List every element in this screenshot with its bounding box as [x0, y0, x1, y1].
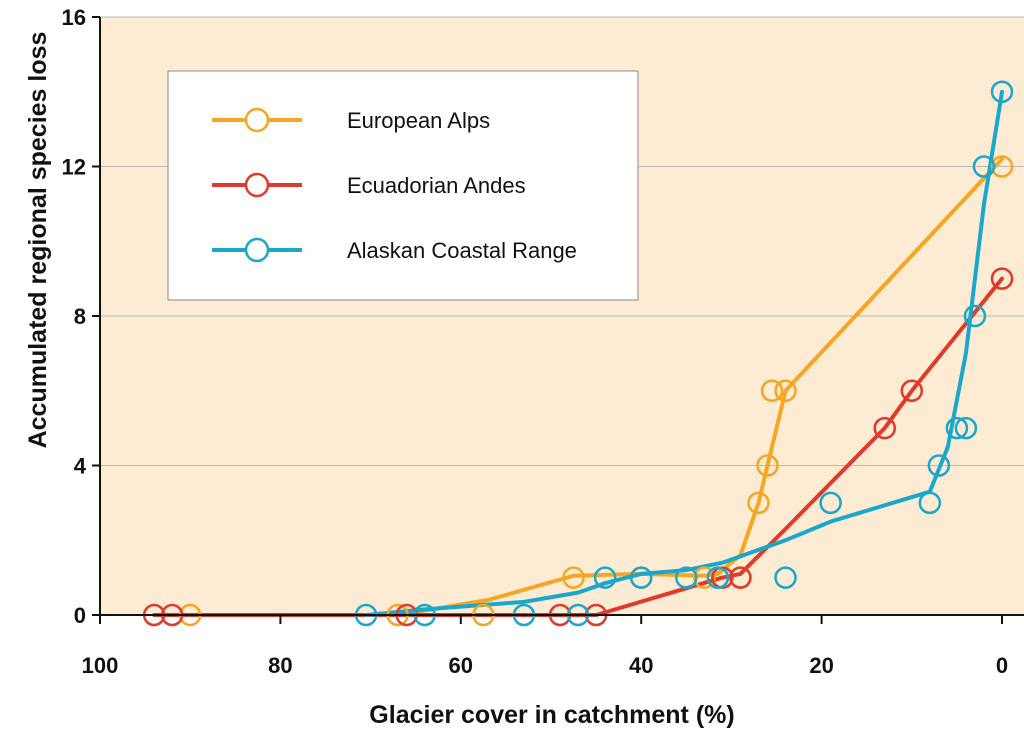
data-point-european-alps: [990, 155, 1014, 178]
y-tick-label: 8: [74, 304, 86, 329]
data-point-european-alps: [747, 491, 770, 515]
data-point-european-alps: [760, 379, 784, 402]
series-line-alaskan-coastal-range: [364, 89, 1004, 617]
data-point-alaskan-coastal-range: [918, 491, 942, 515]
x-tick-label: 80: [268, 653, 292, 678]
data-point-alaskan-coastal-range: [927, 454, 951, 477]
data-point-alaskan-coastal-range: [675, 566, 698, 589]
data-point-european-alps: [562, 566, 585, 589]
data-point-alaskan-coastal-range: [593, 566, 617, 589]
y-tick-label: 12: [62, 155, 86, 180]
series-markers: [142, 80, 1014, 627]
x-tick-label: 0: [996, 653, 1008, 678]
data-point-european-alps: [774, 379, 797, 402]
data-point-alaskan-coastal-range: [963, 304, 987, 328]
series-line-european-alps: [188, 157, 1004, 617]
data-point-european-alps: [756, 454, 779, 477]
data-point-ecuadorian-andes: [900, 379, 924, 402]
legend: European Alps Ecuadorian Andes Alaskan Coa…: [167, 70, 639, 301]
y-ticks: 0 4 8 12 16: [62, 5, 100, 628]
y-tick-label: 16: [62, 5, 86, 30]
data-point-alaskan-coastal-range: [972, 155, 996, 178]
data-point-alaskan-coastal-range: [819, 491, 842, 515]
legend-marker: [244, 172, 270, 198]
data-point-european-alps: [693, 566, 716, 589]
legend-marker: [244, 107, 270, 133]
data-point-alaskan-coastal-range: [706, 566, 730, 589]
legend-label: Ecuadorian Andes: [347, 173, 526, 198]
x-ticks: 100 80 60 40 20 0: [82, 615, 1008, 678]
data-point-alaskan-coastal-range: [954, 416, 978, 440]
x-axis-title: Glacier cover in catchment (%): [369, 701, 734, 729]
data-point-alaskan-coastal-range: [774, 566, 797, 589]
y-tick-label: 0: [74, 603, 86, 628]
x-tick-label: 60: [449, 653, 473, 678]
x-tick-label: 20: [809, 653, 833, 678]
legend-label: Alaskan Coastal Range: [347, 238, 577, 263]
legend-marker: [244, 237, 270, 263]
x-tick-label: 100: [82, 653, 119, 678]
legend-label: European Alps: [347, 108, 490, 133]
data-point-ecuadorian-andes: [990, 267, 1014, 290]
data-point-alaskan-coastal-range: [945, 416, 969, 440]
y-axis-title: Accumulated regional species loss: [24, 32, 52, 449]
data-point-ecuadorian-andes: [873, 416, 896, 440]
data-point-alaskan-coastal-range: [990, 80, 1014, 103]
x-tick-label: 40: [629, 653, 653, 678]
y-tick-label: 4: [74, 454, 87, 479]
data-point-alaskan-coastal-range: [629, 566, 653, 589]
data-point-ecuadorian-andes: [729, 566, 752, 589]
